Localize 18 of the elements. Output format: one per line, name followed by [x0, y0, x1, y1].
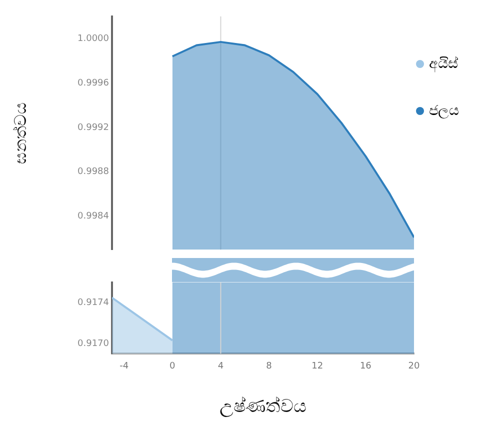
x-axis-title: උෂ්ණත්වය [220, 396, 306, 417]
y-axis-title: ඝනත්වය [10, 102, 30, 164]
legend-label: අයිස් [429, 56, 458, 72]
y-tick-label: 0.9984 [78, 212, 110, 222]
legend-label: ජලය [429, 103, 459, 119]
y-tick-label: 0.9174 [78, 298, 110, 308]
y-tick-label: 1.0000 [78, 34, 110, 44]
y-tick-label: 0.9988 [78, 167, 110, 178]
x-tick-label: 20 [408, 361, 420, 372]
y-tick-label: 0.9170 [78, 338, 110, 349]
y-tick-label: 0.9996 [78, 78, 110, 88]
x-tick-label: 4 [218, 361, 224, 372]
x-tick-label: 12 [312, 361, 324, 372]
x-tick-label: -4 [120, 361, 129, 372]
y-tick-label: 0.9992 [78, 122, 109, 133]
x-tick-label: 0 [170, 361, 176, 372]
x-tick-label: 8 [266, 361, 272, 372]
x-tick-label: 16 [360, 361, 372, 372]
